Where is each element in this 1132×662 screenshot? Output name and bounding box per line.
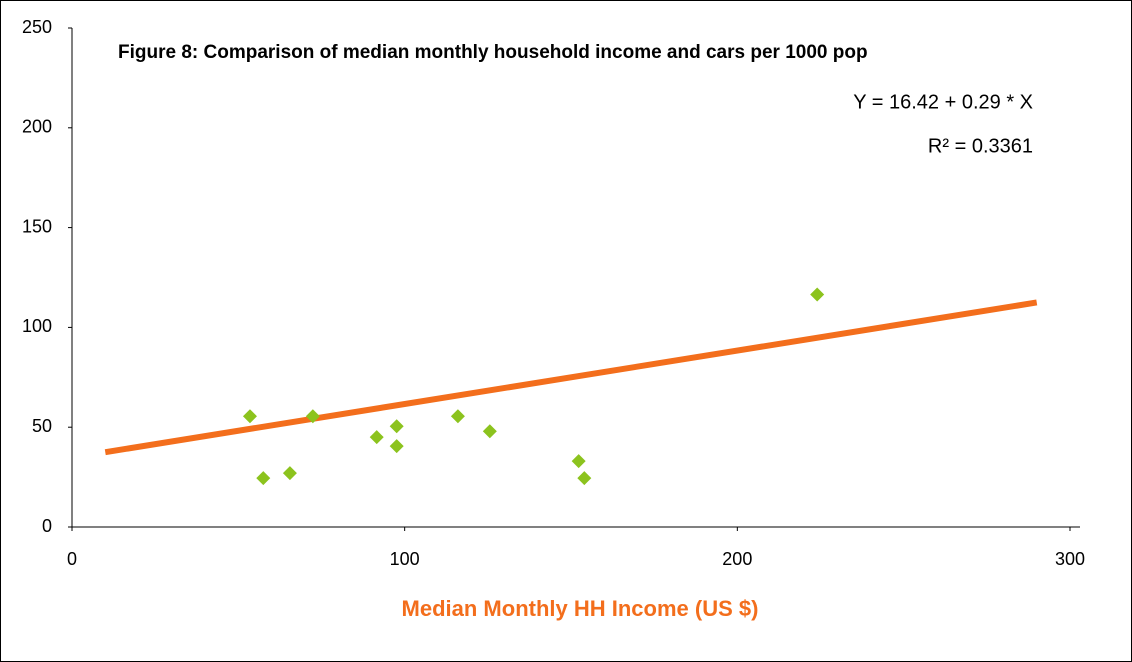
point <box>810 287 825 302</box>
x-axis-label: Median Monthly HH Income (US $) <box>402 596 759 621</box>
point <box>450 409 465 424</box>
x-tick-label: 200 <box>722 549 752 569</box>
chart-title: Figure 8: Comparison of median monthly h… <box>118 42 868 63</box>
y-tick-label: 0 <box>42 516 52 536</box>
point <box>571 454 586 469</box>
point <box>389 439 404 454</box>
x-tick-label: 0 <box>67 549 77 569</box>
equation: Y = 16.42 + 0.29 * X <box>853 91 1033 113</box>
y-tick-label: 150 <box>22 216 52 236</box>
y-tick-label: 200 <box>22 117 52 137</box>
r-squared: R² = 0.3361 <box>928 135 1033 157</box>
point <box>389 419 404 434</box>
y-tick-label: 100 <box>22 316 52 336</box>
point <box>282 466 297 481</box>
point <box>256 471 271 486</box>
point <box>369 430 384 445</box>
x-tick-label: 100 <box>390 549 420 569</box>
x-tick-label: 300 <box>1055 549 1085 569</box>
point <box>242 409 257 424</box>
y-tick-label: 250 <box>22 17 52 37</box>
point <box>482 424 497 439</box>
y-tick-label: 50 <box>32 416 52 436</box>
point <box>305 409 320 424</box>
point <box>577 471 592 486</box>
trend-line <box>104 299 1038 456</box>
